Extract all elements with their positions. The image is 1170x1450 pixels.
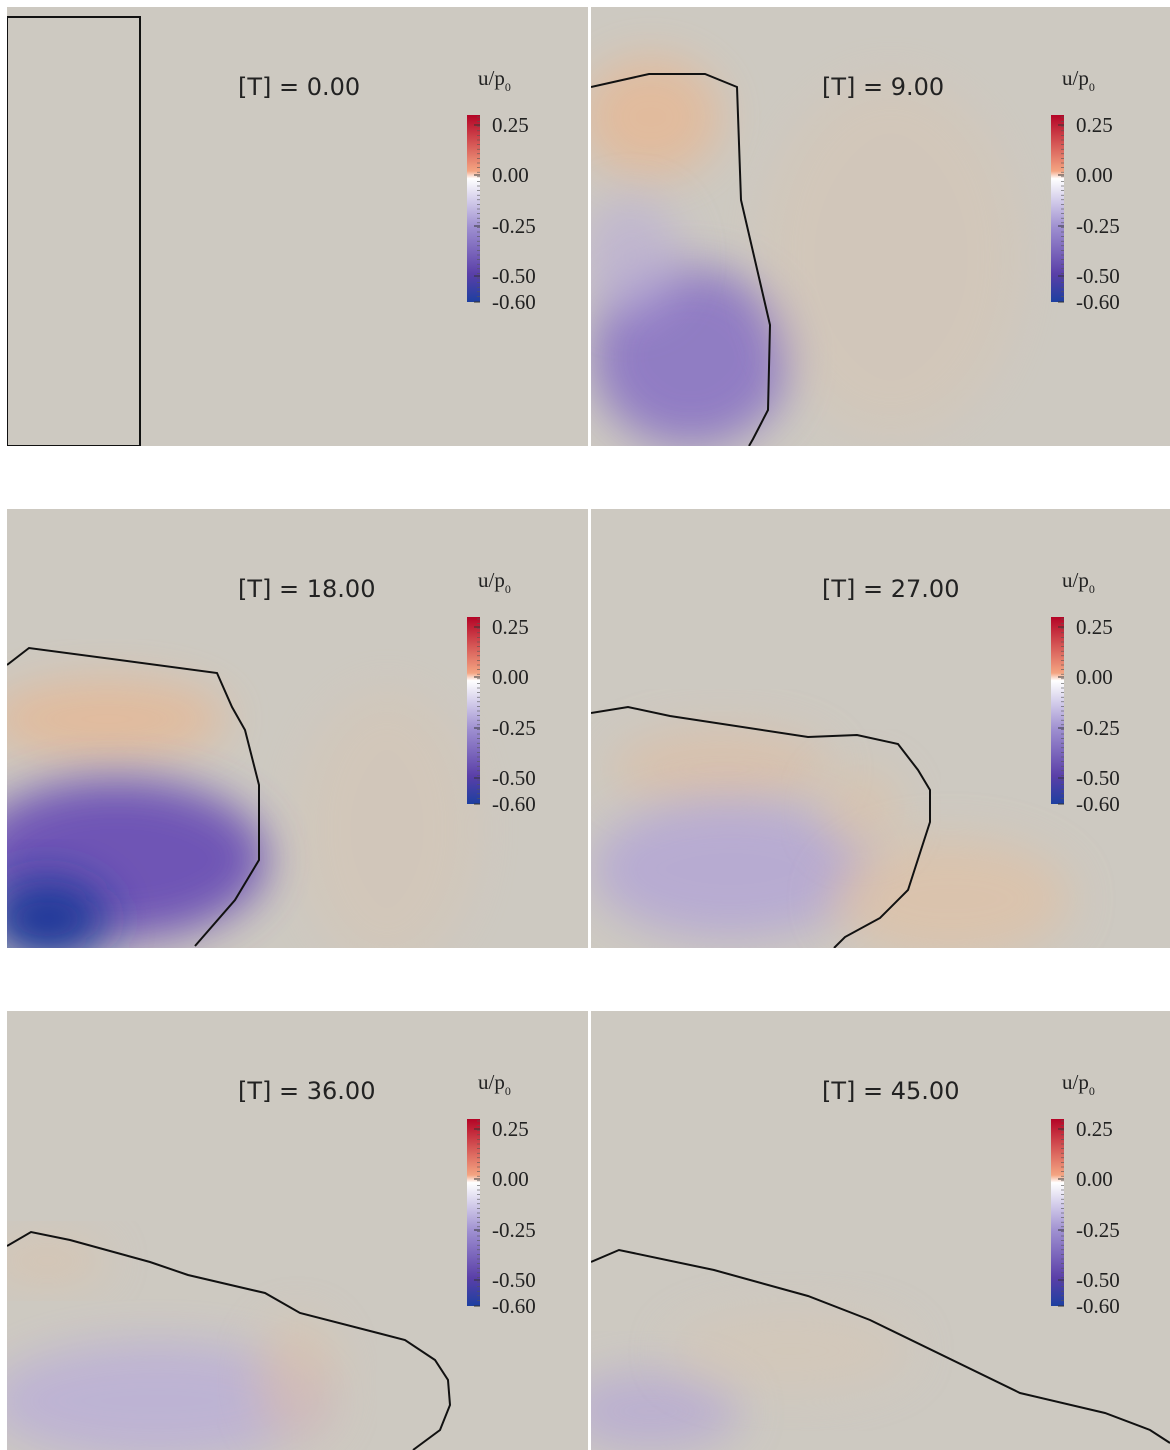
colorbar-tick-label: 0.00 (492, 1167, 529, 1191)
field-blob (7, 1241, 107, 1281)
colorbar-tick-label: -0.25 (1076, 716, 1120, 740)
field-blob (761, 77, 1021, 437)
colorbar-tick-label: -0.60 (1076, 290, 1120, 314)
field (591, 7, 1170, 446)
colorbar-title: u/p0 (1062, 1070, 1095, 1098)
field-blob (611, 729, 831, 809)
colorbar-tick-label: -0.50 (492, 264, 536, 288)
field-blob (591, 197, 681, 317)
colorbar-tick-label: -0.50 (492, 766, 536, 790)
colorbar (1051, 1119, 1064, 1306)
colorbar-tick-label: -0.50 (1076, 766, 1120, 790)
colorbar-tick-label: 0.00 (1076, 665, 1113, 689)
colorbar-tick-label: -0.50 (492, 1268, 536, 1292)
colorbar (1051, 617, 1064, 804)
colorbar-tick-label: 0.25 (492, 1117, 529, 1141)
colorbar-tick-label: 0.00 (1076, 163, 1113, 187)
time-label: [T] = 45.00 (822, 1077, 959, 1105)
colorbar-tick-label: -0.60 (492, 290, 536, 314)
colorbar-tick-label: 0.25 (1076, 113, 1113, 137)
field-blob (257, 1321, 337, 1441)
colorbar-tick-label: 0.25 (492, 615, 529, 639)
colorbar-title-main: u/p (478, 568, 505, 592)
colorbar-tick-label: -0.60 (492, 1294, 536, 1318)
colorbar (1051, 115, 1064, 302)
colorbar-title-sub: 0 (1089, 80, 1095, 94)
colorbar-tick-label: -0.50 (1076, 264, 1120, 288)
panel: [T] = 0.00 u/p0 0.25 0.00 -0.25 -0.50-0.60 (7, 7, 588, 446)
field-blob (591, 57, 721, 177)
time-label: [T] = 27.00 (822, 575, 959, 603)
colorbar (467, 115, 480, 302)
colorbar-tick-label: 0.00 (1076, 1167, 1113, 1191)
colorbar-title: u/p0 (1062, 568, 1095, 596)
colorbar-title-sub: 0 (1089, 1084, 1095, 1098)
field-blob (7, 879, 107, 948)
field-blob (591, 1371, 741, 1450)
colorbar-tick-label: -0.60 (492, 792, 536, 816)
colorbar-tick-label: -0.60 (1076, 792, 1120, 816)
outline (591, 705, 931, 948)
panel: [T] = 9.00 u/p0 0.25 0.00 -0.25 -0.50-0.60 (591, 7, 1170, 446)
colorbar-title-sub: 0 (505, 582, 511, 596)
time-label: [T] = 36.00 (238, 1077, 375, 1105)
colorbar-tick-label: 0.25 (1076, 1117, 1113, 1141)
colorbar-tick-label: -0.50 (1076, 1268, 1120, 1292)
field (591, 509, 1170, 948)
colorbar-tick-label: -0.25 (1076, 214, 1120, 238)
field (7, 7, 588, 446)
field (7, 509, 588, 948)
colorbar-tick-label: -0.25 (492, 716, 536, 740)
colorbar-tick-label: -0.25 (492, 1218, 536, 1242)
outline (7, 1230, 452, 1450)
colorbar (467, 1119, 480, 1306)
field (591, 1011, 1170, 1450)
time-label: [T] = 9.00 (822, 73, 944, 101)
field-blob (7, 679, 227, 759)
colorbar-title: u/p0 (478, 66, 511, 94)
time-label: [T] = 0.00 (238, 73, 360, 101)
colorbar-title: u/p0 (478, 1070, 511, 1098)
colorbar-title-sub: 0 (505, 80, 511, 94)
colorbar (467, 617, 480, 804)
colorbar-tick-label: -0.25 (492, 214, 536, 238)
panel: [T] = 18.00 u/p0 0.25 0.00 -0.25 -0.50-0.60 (7, 509, 588, 948)
colorbar-title-main: u/p (1062, 66, 1089, 90)
field-blob (821, 769, 901, 849)
time-label: [T] = 18.00 (238, 575, 375, 603)
field-blob (831, 839, 1071, 948)
colorbar-tick-label: -0.60 (1076, 1294, 1120, 1318)
field (7, 1011, 588, 1450)
panel: [T] = 36.00 u/p0 0.25 0.00 -0.25 -0.50-0.60 (7, 1011, 588, 1450)
field-blob (7, 1341, 327, 1450)
outline (591, 73, 772, 446)
colorbar-title-main: u/p (1062, 1070, 1089, 1094)
outline (591, 1248, 1170, 1444)
colorbar-title: u/p0 (1062, 66, 1095, 94)
field-blob (297, 689, 477, 948)
outline (7, 16, 141, 446)
field-blob (591, 799, 871, 939)
colorbar-tick-label: 0.25 (492, 113, 529, 137)
colorbar-title-main: u/p (478, 1070, 505, 1094)
background (7, 7, 588, 446)
colorbar-tick-label: 0.25 (1076, 615, 1113, 639)
outline (7, 646, 260, 947)
colorbar-title: u/p0 (478, 568, 511, 596)
colorbar-title-main: u/p (1062, 568, 1089, 592)
colorbar-title-main: u/p (478, 66, 505, 90)
colorbar-tick-label: -0.25 (1076, 1218, 1120, 1242)
panel: [T] = 45.00 u/p0 0.25 0.00 -0.25 -0.50-0.60 (591, 1011, 1170, 1450)
colorbar-tick-label: 0.00 (492, 665, 529, 689)
panel: [T] = 27.00 u/p0 0.25 0.00 -0.25 -0.50-0.60 (591, 509, 1170, 948)
colorbar-tick-label: 0.00 (492, 163, 529, 187)
colorbar-title-sub: 0 (505, 1084, 511, 1098)
field-blob (671, 1311, 911, 1391)
colorbar-title-sub: 0 (1089, 582, 1095, 596)
